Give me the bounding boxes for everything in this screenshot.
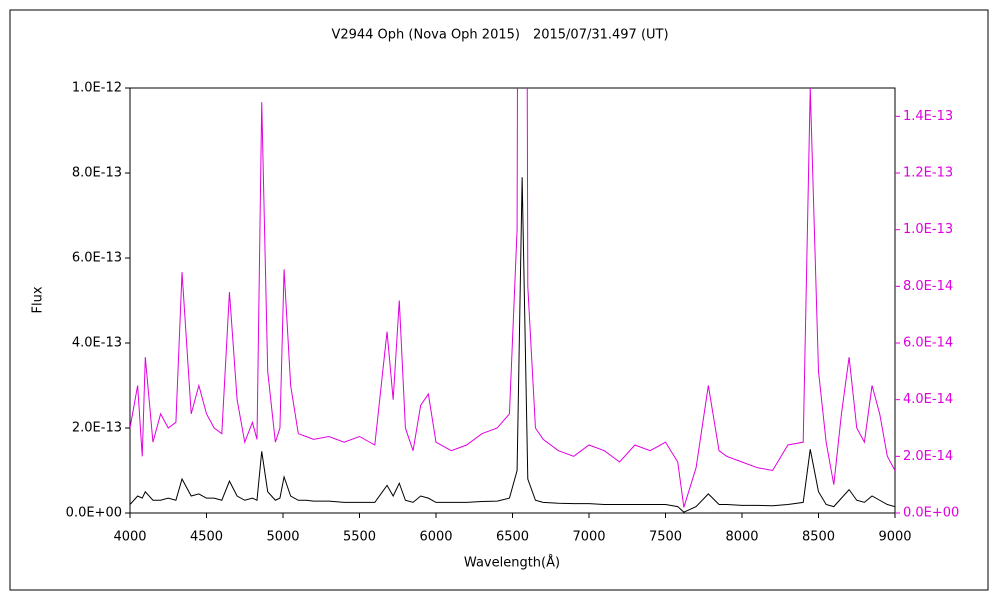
x-tick-label: 5500 <box>343 530 376 545</box>
x-tick-label: 5000 <box>266 530 299 545</box>
y2-tick-label: 8.0E-14 <box>903 279 953 294</box>
x-tick-label: 4000 <box>113 530 146 545</box>
x-tick-label: 6000 <box>419 530 452 545</box>
spectrum-line <box>130 88 895 508</box>
x-tick-label: 4500 <box>190 530 223 545</box>
y2-tick-label: 0.0E+00 <box>903 506 959 521</box>
y2-tick-label: 1.2E-13 <box>903 166 953 181</box>
x-tick-label: 7500 <box>649 530 682 545</box>
y-tick-label: 6.0E-13 <box>72 251 122 266</box>
y-tick-label: 2.0E-13 <box>72 421 122 436</box>
plot-area <box>129 87 896 514</box>
x-tick-label: 9000 <box>878 530 911 545</box>
x-tick-label: 8000 <box>725 530 758 545</box>
y-tick-label: 8.0E-13 <box>72 166 122 181</box>
y2-tick-label: 2.0E-14 <box>903 449 953 464</box>
x-tick-label: 8500 <box>802 530 835 545</box>
y-tick-label: 4.0E-13 <box>72 336 122 351</box>
spectrum-line <box>130 177 895 513</box>
x-tick-label: 7000 <box>572 530 605 545</box>
y2-tick-label: 1.4E-13 <box>903 109 953 124</box>
frame <box>9 9 989 591</box>
y-axis-label: Flux <box>31 286 46 313</box>
y2-tick-label: 4.0E-14 <box>903 392 953 407</box>
y-tick-label: 1.0E-12 <box>72 81 122 96</box>
y2-tick-label: 1.0E-13 <box>903 222 953 237</box>
y2-tick-label: 6.0E-14 <box>903 336 953 351</box>
chart-title: V2944 Oph (Nova Oph 2015) 2015/07/31.497… <box>331 28 668 43</box>
x-tick-label: 6500 <box>496 530 529 545</box>
x-axis-label: Wavelength(Å) <box>464 555 560 571</box>
y-tick-label: 0.0E+00 <box>66 506 122 521</box>
